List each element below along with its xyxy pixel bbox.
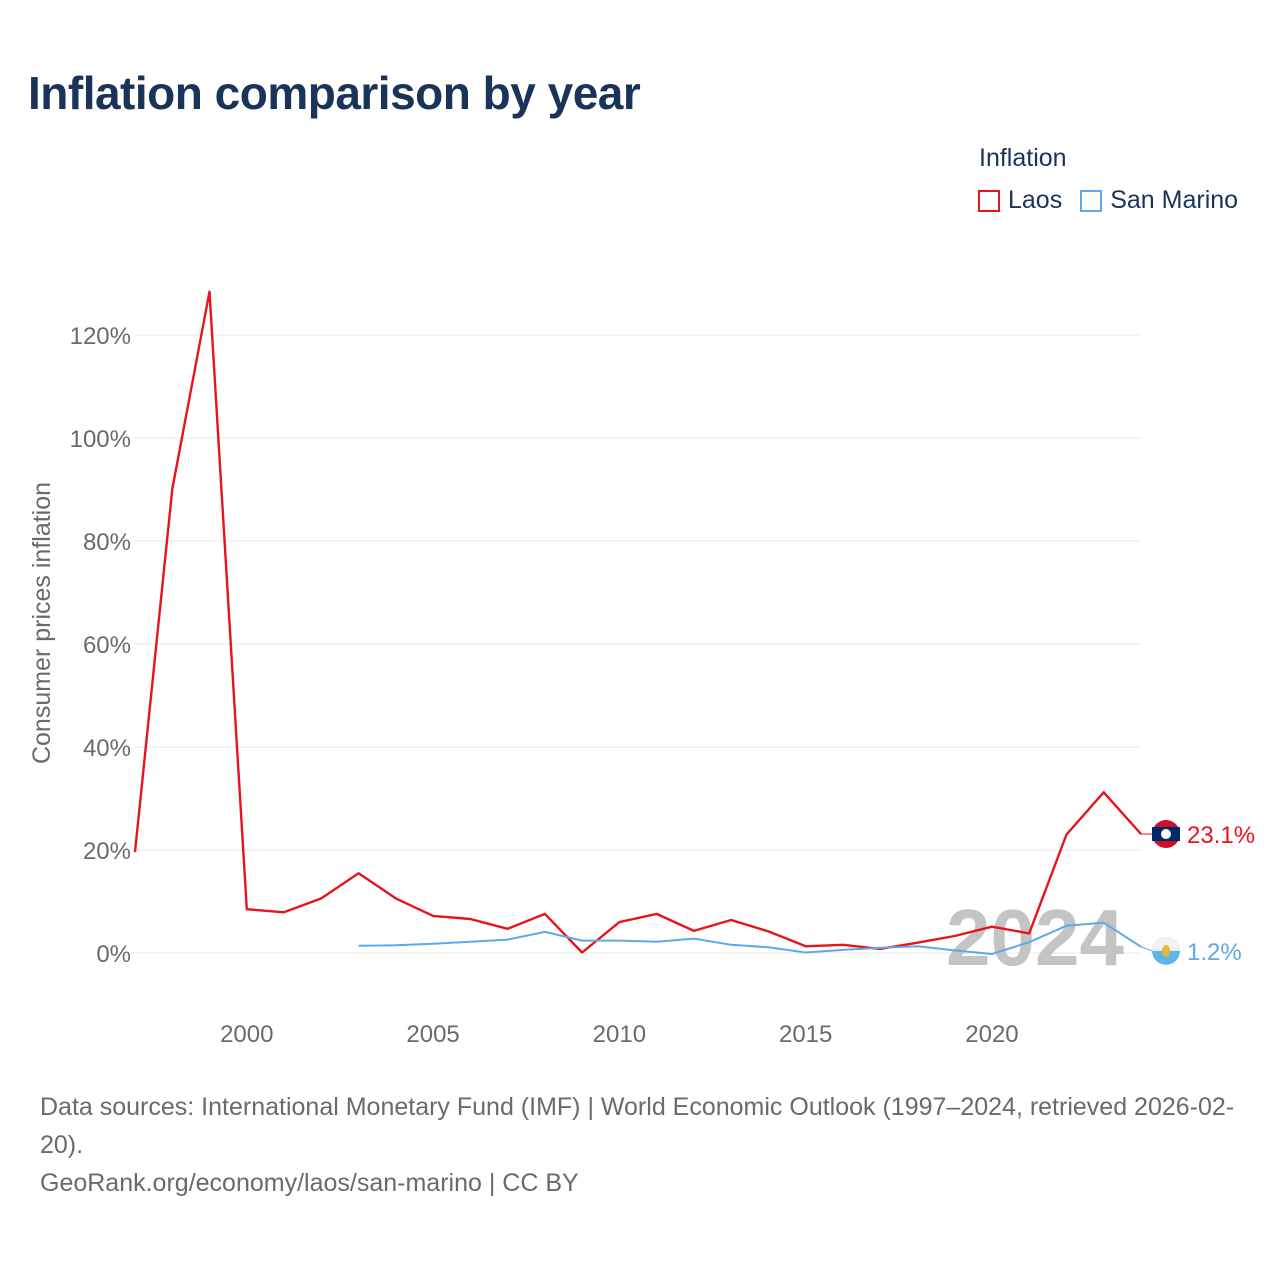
footer: Data sources: International Monetary Fun… [40, 1088, 1250, 1202]
x-tick-label: 2015 [779, 1021, 832, 1048]
san-marino-flag-icon [1152, 936, 1181, 965]
data-source-note: Data sources: International Monetary Fun… [40, 1093, 1235, 1159]
legend-title: Inflation [979, 144, 1067, 172]
end-value-label: 1.2% [1187, 939, 1242, 966]
y-tick-label: 20% [83, 838, 131, 865]
series-line-laos[interactable] [133, 290, 1142, 954]
y-tick-label: 40% [83, 735, 131, 762]
series-line-san-marino[interactable] [358, 921, 1142, 955]
y-tick-label: 80% [83, 529, 131, 556]
year-watermark: 2024 [946, 893, 1124, 982]
series-group [133, 290, 1142, 955]
chart-title: Inflation comparison by year [28, 67, 641, 119]
legend-item-san-marino[interactable]: San Marino [1080, 186, 1238, 215]
y-axis-label: Consumer prices inflation [28, 482, 56, 764]
legend-label-laos: Laos [1008, 186, 1063, 214]
legend-swatch-laos [978, 189, 1000, 212]
y-tick-label: 120% [70, 323, 131, 350]
credit-link[interactable]: GeoRank.org/economy/laos/san-marino | CC… [40, 1169, 579, 1197]
x-tick-label: 2010 [593, 1021, 646, 1048]
y-axis: 0% 20% 40% 60% 80% 100% 120% [70, 323, 131, 968]
line-chart: 2024 0% 20% 40% 60% 80% 100% 120% 2000 2005 2010… [28, 290, 1255, 1048]
y-tick-label: 100% [70, 426, 131, 453]
end-connector [1140, 946, 1153, 952]
y-tick-label: 0% [96, 941, 131, 968]
y-tick-label: 60% [83, 632, 131, 659]
grid-lines [135, 334, 1141, 954]
x-tick-label: 2005 [406, 1021, 459, 1048]
x-tick-label: 2000 [220, 1021, 273, 1048]
legend: Laos San Marino [978, 186, 1256, 215]
legend-label-san-marino: San Marino [1110, 186, 1239, 214]
laos-flag-icon [1152, 820, 1180, 849]
x-tick-label: 2020 [965, 1021, 1018, 1048]
legend-swatch-san-marino [1080, 189, 1103, 212]
legend-item-laos[interactable]: Laos [978, 186, 1062, 215]
end-markers: 23.1% 1.2% [1140, 820, 1255, 966]
x-axis: 2000 2005 2010 2015 2020 [220, 1021, 1019, 1048]
end-value-label: 23.1% [1187, 822, 1255, 849]
